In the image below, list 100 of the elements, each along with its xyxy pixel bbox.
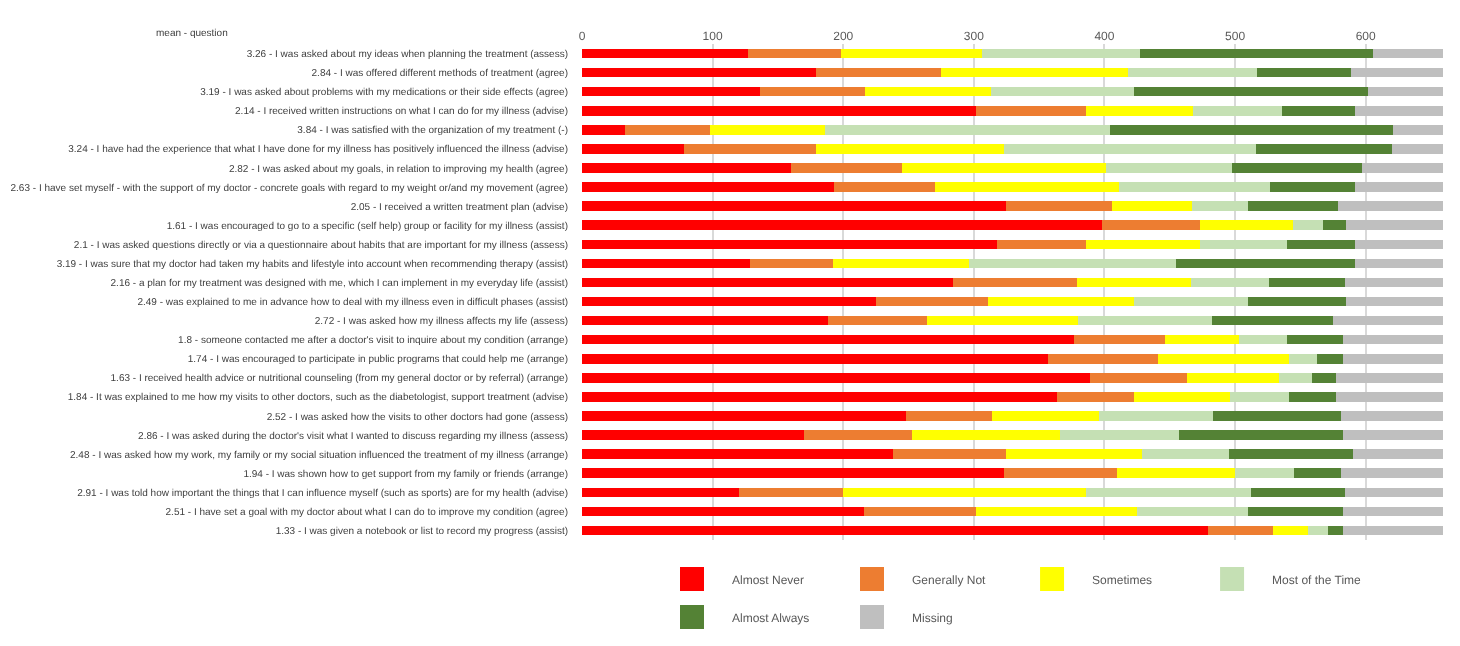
bar xyxy=(1250,487,1345,498)
bar xyxy=(1235,468,1294,478)
bar xyxy=(1086,487,1251,498)
bar xyxy=(834,182,935,192)
bar xyxy=(759,86,866,97)
bar xyxy=(941,67,1128,78)
bar xyxy=(1368,86,1443,97)
bar xyxy=(1248,506,1344,517)
bar xyxy=(992,411,1100,421)
bar xyxy=(1268,277,1345,288)
bar xyxy=(1112,201,1192,211)
bar xyxy=(827,315,927,326)
bar xyxy=(952,277,1077,288)
bar xyxy=(1322,220,1347,230)
bar xyxy=(1332,315,1443,326)
bar xyxy=(582,258,751,269)
bar xyxy=(582,106,977,116)
bar xyxy=(1118,182,1271,192)
bar xyxy=(625,125,710,135)
bar xyxy=(582,487,739,498)
bar xyxy=(1343,525,1443,536)
bar xyxy=(1057,392,1135,402)
bar xyxy=(912,430,1061,440)
bar xyxy=(1109,125,1394,135)
bar xyxy=(1340,468,1443,478)
bar xyxy=(738,487,844,498)
bar xyxy=(815,144,1004,154)
bar xyxy=(683,144,816,154)
bar xyxy=(582,67,816,78)
bar xyxy=(1086,106,1194,116)
bar xyxy=(1327,525,1344,536)
bar xyxy=(1346,220,1443,230)
bar xyxy=(1232,163,1362,173)
bar xyxy=(875,296,989,307)
bar xyxy=(1228,449,1353,459)
bar xyxy=(582,334,1075,345)
bar xyxy=(1105,163,1233,173)
bar xyxy=(582,220,1102,230)
bar xyxy=(926,315,1079,326)
bar xyxy=(1282,106,1356,116)
bar xyxy=(1340,411,1443,421)
bar xyxy=(1199,220,1293,230)
bar xyxy=(750,258,833,269)
bar xyxy=(804,430,913,440)
bar xyxy=(1351,67,1443,78)
bar xyxy=(582,430,805,440)
bar xyxy=(864,506,977,517)
bar xyxy=(1272,525,1309,536)
bar xyxy=(1191,201,1249,211)
bar xyxy=(1343,506,1443,517)
bar xyxy=(976,506,1138,517)
bar xyxy=(582,373,1091,383)
bar xyxy=(1344,277,1443,288)
bar xyxy=(1003,144,1256,154)
bar xyxy=(1338,201,1443,211)
bar xyxy=(840,48,982,59)
bar xyxy=(1077,277,1191,288)
bar xyxy=(1164,334,1239,345)
bar xyxy=(1212,411,1341,421)
bar xyxy=(1361,163,1443,173)
bar xyxy=(1355,258,1443,269)
bar xyxy=(582,296,876,307)
bar xyxy=(1343,354,1443,364)
bar xyxy=(1238,334,1288,345)
bar xyxy=(1308,525,1328,536)
bar xyxy=(1352,449,1443,459)
bar xyxy=(1287,239,1356,250)
bar xyxy=(1086,239,1200,250)
bar xyxy=(582,48,748,59)
bar xyxy=(815,67,942,78)
bar xyxy=(1003,468,1118,478)
bar xyxy=(865,86,991,97)
bar xyxy=(582,468,1004,478)
bar xyxy=(1048,354,1158,364)
bar xyxy=(988,296,1135,307)
bar xyxy=(1207,525,1273,536)
bar xyxy=(582,277,953,288)
bar xyxy=(997,239,1087,250)
bar xyxy=(582,506,865,517)
bar xyxy=(1199,239,1288,250)
bar xyxy=(1293,468,1341,478)
bar xyxy=(1355,106,1443,116)
bar xyxy=(1292,220,1323,230)
bar xyxy=(1186,373,1280,383)
bar xyxy=(1193,106,1283,116)
bar xyxy=(582,449,893,459)
bar xyxy=(1090,373,1187,383)
bar xyxy=(1190,277,1269,288)
bar xyxy=(1134,392,1230,402)
bar xyxy=(790,163,902,173)
bar xyxy=(1134,296,1249,307)
bar xyxy=(582,125,626,135)
bar xyxy=(1139,48,1374,59)
bar xyxy=(1393,125,1443,135)
bar xyxy=(582,392,1058,402)
bar xyxy=(582,201,1007,211)
bar xyxy=(976,106,1087,116)
bar xyxy=(1335,373,1443,383)
bar xyxy=(1335,392,1443,402)
bar xyxy=(582,239,998,250)
